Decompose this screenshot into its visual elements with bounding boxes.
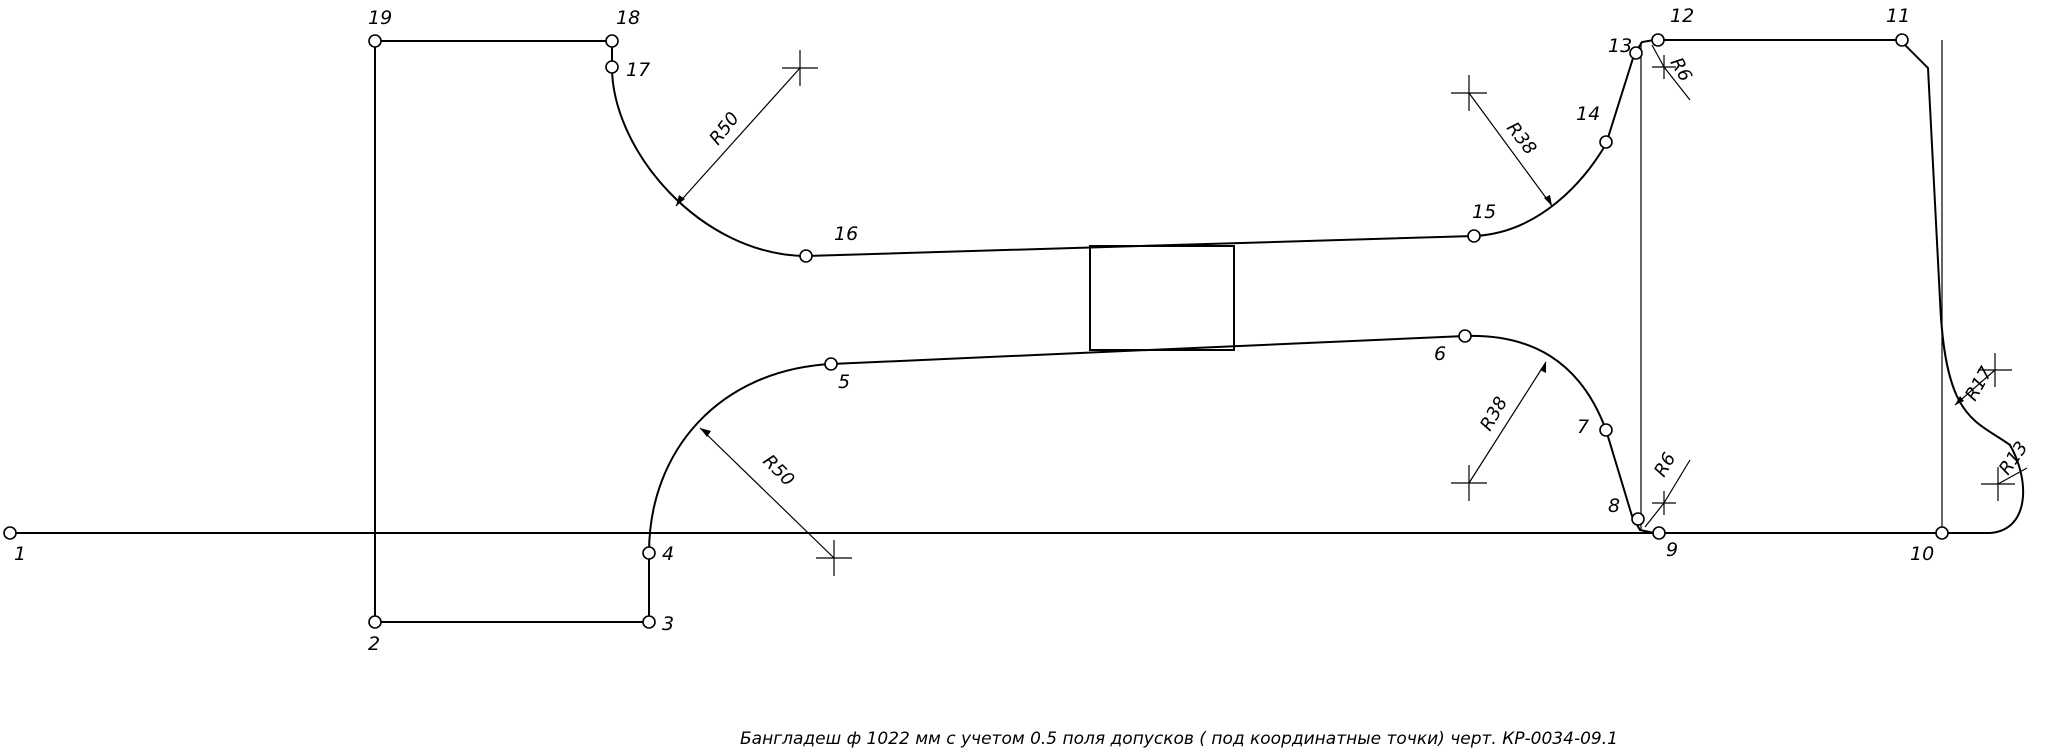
label-8: 8	[1608, 495, 1620, 517]
upper-profile	[611, 39, 2025, 534]
dim-r50-top: R50	[705, 108, 743, 149]
point-17	[605, 60, 619, 74]
dim-r6-top: R6	[1666, 54, 1696, 85]
point-8	[1631, 512, 1645, 526]
point-18	[605, 34, 619, 48]
coordinate-points	[3, 33, 1949, 629]
label-15: 15	[1472, 201, 1496, 223]
label-7: 7	[1577, 416, 1589, 438]
label-2: 2	[368, 633, 380, 655]
point-11	[1895, 33, 1909, 47]
point-2	[368, 615, 382, 629]
label-14: 14	[1576, 103, 1600, 125]
dim-r38-bottom: R38	[1476, 393, 1512, 434]
dimension-labels: R50 R50 R38 R38 R6 R6 R17 R13	[705, 54, 2032, 491]
lower-profile	[648, 334, 1655, 554]
label-9: 9	[1666, 539, 1678, 561]
radius-arrowheads	[676, 195, 1964, 437]
label-18: 18	[616, 7, 640, 29]
drawing-caption: Бангладеш ф 1022 мм с учетом 0.5 поля до…	[740, 729, 1618, 749]
point-13	[1629, 46, 1643, 60]
point-1	[3, 526, 17, 540]
label-10: 10	[1910, 543, 1934, 565]
radius-leaders	[675, 44, 2028, 559]
point-10	[1935, 526, 1949, 540]
point-7	[1599, 423, 1613, 437]
dim-r17: R17	[1961, 363, 1997, 405]
point-9	[1652, 526, 1666, 540]
label-3: 3	[662, 613, 674, 635]
point-19	[368, 34, 382, 48]
center-rectangle	[1089, 245, 1235, 351]
label-4: 4	[662, 543, 674, 565]
label-19: 19	[368, 7, 392, 29]
point-12	[1651, 33, 1665, 47]
point-4	[642, 546, 656, 560]
label-13: 13	[1608, 35, 1632, 57]
dim-r13: R13	[1995, 438, 2033, 479]
point-5	[824, 357, 838, 371]
label-11: 11	[1886, 5, 1910, 27]
point-labels: 1 2 3 4 5 6 7 8 9 10 11 12 13 14 15 16 1…	[14, 5, 1934, 655]
label-12: 12	[1670, 5, 1694, 27]
label-16: 16	[834, 223, 858, 245]
point-16	[799, 249, 813, 263]
dim-r38-top: R38	[1502, 118, 1540, 159]
point-15	[1467, 229, 1481, 243]
label-5: 5	[838, 371, 850, 393]
label-1: 1	[14, 543, 26, 565]
left-block-outline	[374, 40, 650, 623]
label-17: 17	[626, 59, 650, 81]
point-6	[1458, 329, 1472, 343]
dim-r6-bottom: R6	[1650, 449, 1680, 480]
point-14	[1599, 135, 1613, 149]
point-3	[642, 615, 656, 629]
label-6: 6	[1434, 343, 1446, 365]
dim-r50-bottom: R50	[758, 451, 798, 491]
center-marks	[782, 50, 2015, 576]
